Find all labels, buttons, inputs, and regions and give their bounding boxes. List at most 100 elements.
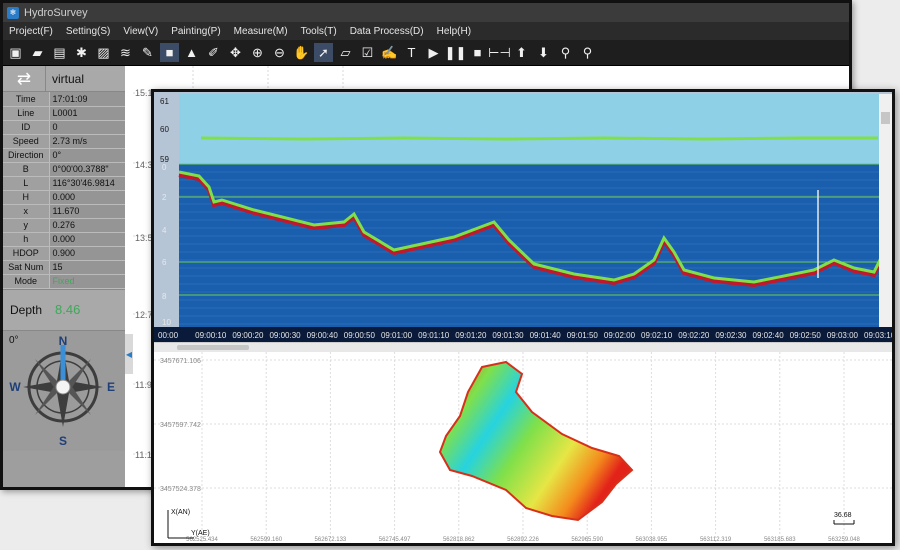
menu-item[interactable]: Painting(P) [171, 25, 221, 37]
mode-name: virtual [45, 66, 125, 91]
menu-item[interactable]: Project(F) [9, 25, 53, 37]
status-value: 0 [49, 120, 125, 135]
plan-x-tick-label: 562965.590 [571, 537, 603, 543]
pan-hand-icon[interactable]: ✋ [293, 45, 310, 60]
back-y-tick: 12.73 [135, 310, 158, 320]
status-row: Direction 0° [3, 148, 125, 163]
fit-extent-icon[interactable]: ✥ [230, 45, 241, 60]
new-project-icon[interactable]: ▣ [9, 45, 22, 60]
menu-item[interactable]: Help(H) [436, 25, 472, 37]
axis-indicator [167, 510, 194, 539]
edit-square-icon[interactable]: ✐ [208, 45, 219, 60]
status-key: x [3, 204, 50, 219]
open-folder-icon[interactable]: ▰ [32, 45, 43, 60]
time-tick-label: 09:01:30 [492, 331, 524, 340]
range-icon[interactable]: ⊢⊣ [488, 45, 511, 60]
status-row: H 0.000 [3, 190, 125, 205]
arrow-down-icon[interactable]: ⬇ [538, 45, 549, 60]
upper-tick-label: 60 [160, 125, 169, 134]
vertical-scrollbar[interactable] [879, 94, 892, 327]
compass-panel: 0° N S [3, 330, 125, 451]
save-icon[interactable]: ▤ [53, 45, 66, 60]
status-row: Speed 2.73 m/s [3, 134, 125, 149]
plan-x-tick-label: 563038.955 [636, 537, 668, 543]
ruler-icon[interactable]: ▱ [340, 45, 351, 60]
zoom-in-icon[interactable]: ⊕ [252, 45, 263, 60]
text-icon[interactable]: T [407, 45, 416, 60]
location-pin-icon[interactable]: ⚲ [560, 45, 571, 60]
status-key: Line [3, 106, 50, 121]
menu-item[interactable]: Tools(T) [300, 25, 337, 37]
scale-label: 36.68 [834, 512, 852, 519]
status-key: y [3, 218, 50, 233]
status-value: 116°30'46.9814 [49, 176, 125, 191]
depth-label: Depth [9, 302, 43, 317]
menu-bar: Project(F) Setting(S) View(V) Painting(P) Me… [3, 22, 849, 40]
status-key: Direction [3, 148, 50, 163]
zoom-out-icon[interactable]: ⊖ [274, 45, 285, 60]
status-key: h [3, 232, 50, 247]
settings-gear-icon[interactable]: ✱ [76, 45, 87, 60]
waves-icon[interactable]: ≋ [120, 45, 131, 60]
switch-mode-icon[interactable]: ⇄ [16, 68, 32, 88]
status-key: H [3, 190, 50, 205]
plan-y-tick-label: 3457524.378 [160, 486, 201, 493]
status-row: Sat Num 15 [3, 260, 125, 275]
status-row: HDOP 0.900 [3, 246, 125, 261]
depth-tick-label: 6 [162, 258, 167, 267]
time-tick-label: 09:02:30 [715, 331, 747, 340]
edit-document-icon[interactable]: ✎ [142, 45, 153, 60]
status-value: 15 [49, 260, 125, 275]
scale-bar: 36.68 [833, 512, 855, 525]
menu-item[interactable]: Measure(M) [233, 25, 288, 37]
horizontal-scrollbar[interactable] [154, 342, 892, 352]
compass-north: N [59, 334, 68, 348]
time-tick-label: 09:00:50 [344, 331, 376, 340]
status-value: L0001 [49, 106, 125, 121]
select-arrow-icon[interactable]: ➚ [314, 43, 333, 62]
upper-band [179, 94, 879, 164]
vessel-icon[interactable]: ▲ [185, 45, 198, 60]
plan-y-tick-label: 3457597.742 [160, 422, 201, 429]
play-icon[interactable]: ▶ [428, 45, 439, 60]
back-y-tick: 15.11 [135, 88, 157, 98]
plan-x-tick-label: 562818.862 [443, 537, 475, 543]
location-pin-alt-icon[interactable]: ⚲ [582, 45, 593, 60]
pause-icon[interactable]: ❚❚ [444, 45, 467, 60]
depth-tick-label: 8 [162, 292, 167, 301]
video-camera-icon[interactable]: ■ [160, 43, 179, 62]
status-value: 2.73 m/s [49, 134, 125, 149]
status-key: Time [3, 92, 50, 107]
compass-south: S [59, 434, 67, 448]
image-icon[interactable]: ▨ [97, 45, 110, 60]
upper-tick-label: 61 [160, 97, 169, 106]
depth-value: 8.46 [55, 302, 81, 317]
plan-x-tick-label: 563259.048 [828, 537, 860, 543]
arrow-up-icon[interactable]: ⬆ [516, 45, 527, 60]
plan-x-tick-label: 563185.683 [764, 537, 796, 543]
time-tick-label: 09:00:20 [232, 331, 264, 340]
stop-icon[interactable]: ■ [473, 45, 482, 60]
scroll-thumb[interactable] [177, 345, 249, 350]
plan-x-tick-label: 562599.160 [250, 537, 282, 543]
menu-item[interactable]: Data Process(D) [349, 25, 424, 37]
plan-x-tick-label: 562892.226 [507, 537, 539, 543]
upper-tick-label: 59 [160, 155, 169, 164]
status-row: h 0.000 [3, 232, 125, 247]
survey-detail-window: 61 60 59 0 2 4 6 8 10 00:00 09:00:10 09:00:20 09:0… [151, 89, 895, 546]
back-y-tick: 11.93 [135, 380, 157, 390]
status-value: 17:01:09 [49, 92, 125, 107]
status-key: B [3, 162, 50, 177]
menu-item[interactable]: Setting(S) [65, 25, 111, 37]
time-tick-label: 09:01:10 [418, 331, 450, 340]
status-value: 0.900 [49, 246, 125, 261]
checklist-icon[interactable]: ☑ [361, 45, 374, 60]
back-y-tick: 11.13 [135, 450, 157, 460]
axis-x-label: X(AN) [171, 509, 190, 516]
sidebar-collapse-button[interactable]: ◀ [125, 334, 133, 374]
compass-east: E [107, 380, 115, 394]
status-value: 0.000 [49, 232, 125, 247]
annotate-icon[interactable]: ✍ [381, 45, 398, 60]
time-tick-label: 09:03:00 [827, 331, 859, 340]
menu-item[interactable]: View(V) [123, 25, 159, 37]
